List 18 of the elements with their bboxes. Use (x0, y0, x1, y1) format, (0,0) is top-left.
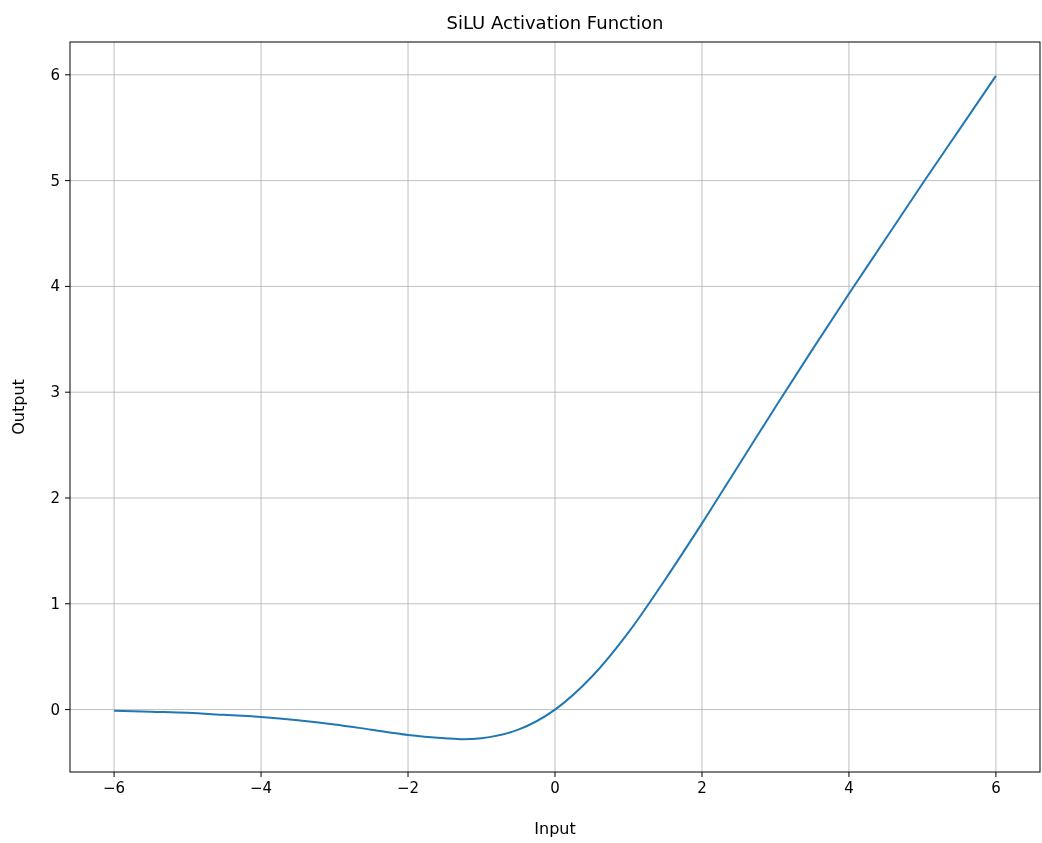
line-series (113, 74, 997, 741)
x-tick-label: 0 (550, 779, 560, 797)
x-tick-label: 4 (844, 779, 854, 797)
y-tick-label: 1 (50, 594, 60, 613)
y-tick-label: 0 (50, 700, 60, 719)
x-axis-title: Input (534, 819, 576, 838)
y-tick-label: 2 (50, 488, 60, 507)
x-tick-label: 2 (697, 779, 707, 797)
x-tick-label: 6 (991, 779, 1001, 797)
y-tick-label: 3 (50, 383, 60, 402)
y-tick-label: 6 (50, 65, 60, 84)
y-tick-label: 5 (50, 171, 60, 190)
x-tick-label: −6 (103, 779, 126, 797)
chart-title: SiLU Activation Function (446, 12, 664, 33)
x-tick-label: −2 (396, 779, 420, 797)
y-axis-title: Output (9, 379, 28, 435)
y-tick-label: 4 (50, 277, 60, 296)
x-tick-label: −4 (250, 779, 273, 797)
